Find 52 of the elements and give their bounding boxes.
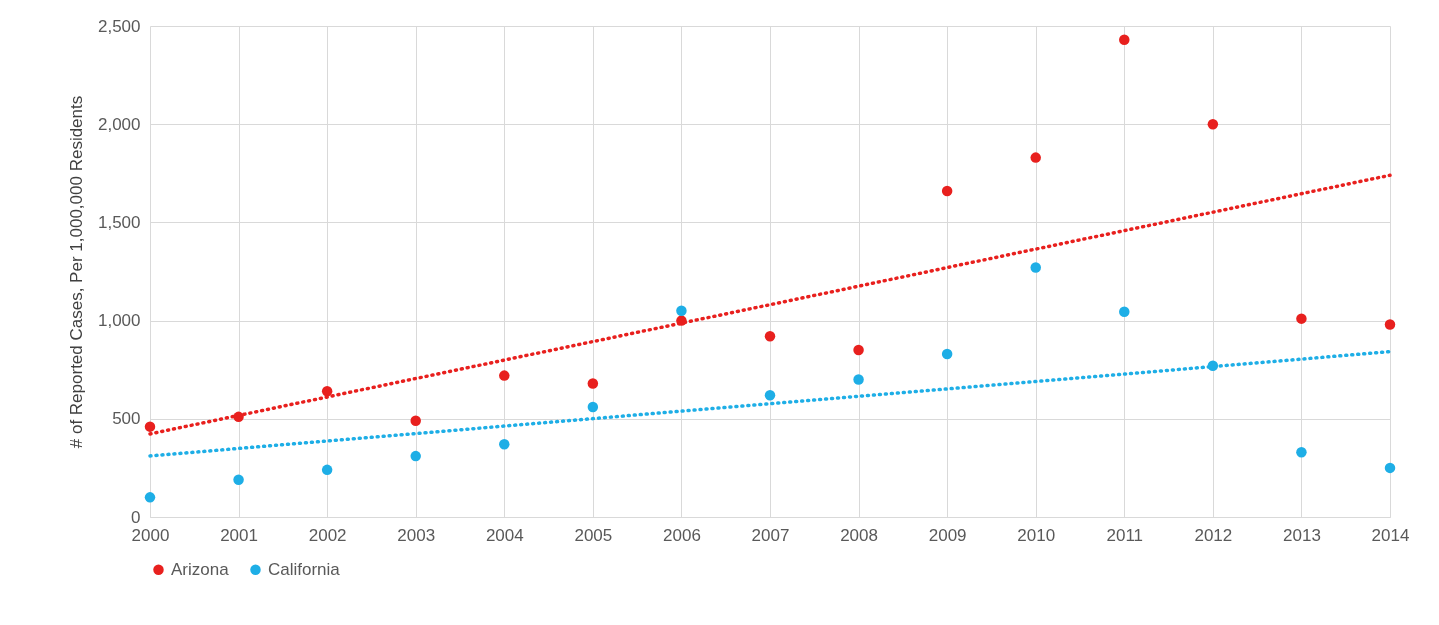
point — [1119, 306, 1130, 317]
x-tick-label: 2012 — [1194, 525, 1233, 545]
x-tick-label: 2013 — [1283, 525, 1321, 545]
point — [410, 450, 421, 462]
point — [1030, 262, 1041, 273]
point — [853, 374, 864, 385]
point — [499, 439, 510, 450]
point — [1384, 319, 1396, 330]
x-tick-label: 2010 — [1017, 525, 1056, 545]
x-tick-label: 2003 — [397, 525, 436, 545]
x-tick-label: 2002 — [308, 525, 347, 545]
y-tick-label: 500 — [112, 409, 141, 429]
x-tick-label: 2000 — [131, 525, 170, 545]
point — [1296, 313, 1307, 324]
point — [1030, 152, 1041, 163]
point — [764, 390, 776, 401]
point — [587, 401, 599, 413]
y-tick-label: 2,000 — [97, 114, 141, 134]
point — [233, 474, 244, 485]
x-tick-label: 2009 — [928, 525, 967, 545]
x-tick-label: 2005 — [574, 525, 613, 545]
x-tick-label: 2011 — [1106, 525, 1144, 545]
point — [764, 331, 776, 342]
y-tick-label: 2,500 — [97, 16, 141, 36]
x-tick-label: 2008 — [840, 525, 878, 545]
point — [676, 305, 687, 317]
point — [410, 415, 421, 426]
legend-label: Arizona — [171, 559, 230, 579]
x-tick-label: 2006 — [663, 525, 701, 545]
point — [144, 421, 156, 432]
point — [1296, 446, 1307, 458]
x-tick-label: 2004 — [485, 525, 524, 545]
y-tick-label: 0 — [131, 507, 141, 527]
y-tick-label: 1,000 — [97, 311, 141, 331]
point — [941, 348, 953, 360]
point — [144, 492, 156, 503]
y-tick-label: 1,500 — [97, 212, 141, 232]
x-tick-label: 2001 — [220, 525, 258, 545]
point — [321, 464, 333, 476]
x-tick-label: 2007 — [751, 525, 790, 545]
point — [587, 378, 599, 389]
x-tick-label: 2014 — [1371, 525, 1410, 545]
point — [1207, 118, 1219, 130]
point — [1119, 34, 1130, 45]
point — [1384, 462, 1396, 474]
legend-label: California — [268, 559, 341, 579]
point — [941, 185, 953, 197]
point — [853, 344, 864, 356]
point — [321, 386, 333, 397]
point — [499, 370, 510, 381]
y-axis-title: # of Reported Cases, Per 1,000,000 Residents — [66, 95, 86, 449]
line-series — [148, 349, 1392, 458]
